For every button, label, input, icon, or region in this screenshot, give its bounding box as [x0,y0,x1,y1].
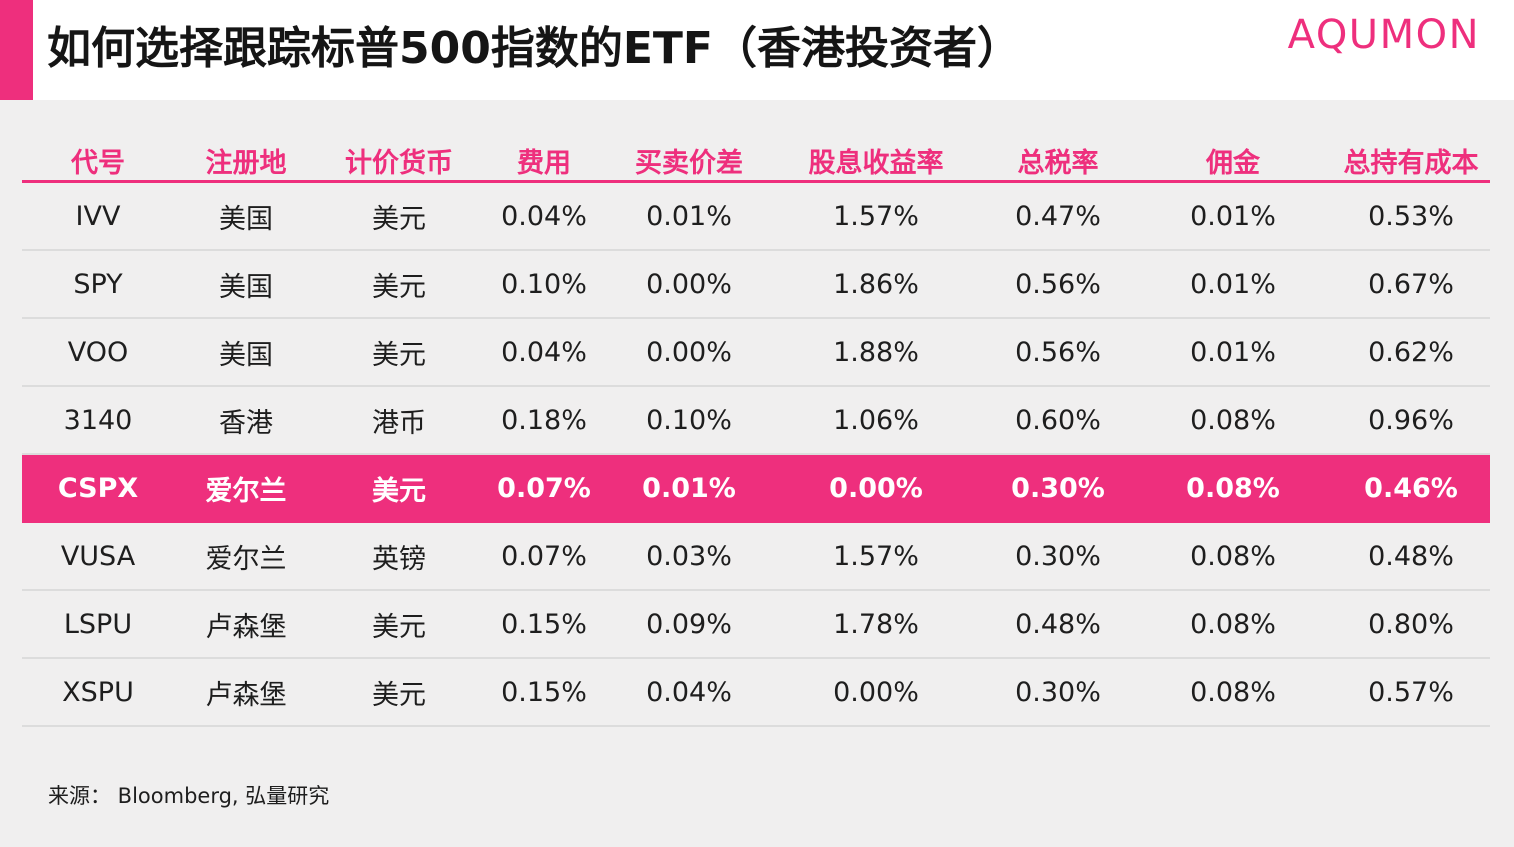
table-cell: 0.00% [770,454,982,523]
table-cell: 0.15% [480,658,608,727]
table-cell: 0.01% [608,181,770,251]
table-cell: 0.01% [608,454,770,523]
table-cell: 0.07% [480,454,608,523]
table-cell: 美国 [174,318,318,387]
column-header-currency: 计价货币 [345,147,453,179]
table-cell: 0.07% [480,522,608,591]
table-cell: 1.57% [770,181,982,251]
table-cell: 0.30% [982,658,1134,727]
table-cell: 0.04% [480,318,608,387]
table-row: VUSA 爱尔兰 英镑 0.07% 0.03% 1.57% 0.30% 0.08% 0.48% [22,522,1490,591]
column-header-total-tax: 总税率 [1017,147,1099,179]
table-cell: 0.80% [1332,590,1490,659]
table-cell: IVV [22,181,174,251]
table-cell: 港币 [318,386,480,455]
table-cell: 0.62% [1332,318,1490,387]
table-cell: 0.56% [982,250,1134,319]
table-cell: 0.08% [1134,454,1332,523]
table-cell: 1.06% [770,386,982,455]
table-row: SPY 美国 美元 0.10% 0.00% 1.86% 0.56% 0.01% 0.67% [22,250,1490,319]
table-cell: 美元 [318,181,480,251]
column-header-domicile: 注册地 [205,147,287,179]
table-cell: 1.78% [770,590,982,659]
table-row: VOO 美国 美元 0.04% 0.00% 1.88% 0.56% 0.01% 0.62% [22,318,1490,387]
etf-comparison-table: 代号 注册地 计价货币 费用 买卖价差 股息收益率 总税率 佣金 总持有成本 I… [22,140,1490,727]
table-cell: 0.56% [982,318,1134,387]
table-cell: 美元 [318,590,480,659]
table-cell: 0.04% [608,658,770,727]
page-title: 如何选择跟踪标普500指数的ETF（香港投资者） [47,23,1021,74]
table-cell: 0.00% [770,658,982,727]
table-row: LSPU 卢森堡 美元 0.15% 0.09% 1.78% 0.48% 0.08% 0.80% [22,590,1490,659]
table-body: IVV 美国 美元 0.04% 0.01% 1.57% 0.47% 0.01% 0.53% SPY… [22,181,1490,727]
table-cell: 3140 [22,386,174,455]
column-header-code: 代号 [71,147,125,179]
table-cell: 0.57% [1332,658,1490,727]
table-cell: 美国 [174,181,318,251]
table-cell: 卢森堡 [174,658,318,727]
table-cell: 0.08% [1134,658,1332,727]
table-cell: 1.57% [770,522,982,591]
table-cell: 0.10% [608,386,770,455]
source-note: 来源： Bloomberg, 弘量研究 [48,784,330,808]
table-row: 3140 香港 港币 0.18% 0.10% 1.06% 0.60% 0.08% 0.96% [22,386,1490,455]
table-row: CSPX 爱尔兰 美元 0.07% 0.01% 0.00% 0.30% 0.08% 0.46% [22,454,1490,523]
column-header-spread: 买卖价差 [635,147,743,179]
table-row: XSPU 卢森堡 美元 0.15% 0.04% 0.00% 0.30% 0.08% 0.57% [22,658,1490,727]
table-cell: 0.96% [1332,386,1490,455]
table-cell: 0.04% [480,181,608,251]
table-cell: VUSA [22,522,174,591]
table-cell: 0.47% [982,181,1134,251]
table-cell: 0.10% [480,250,608,319]
header: 如何选择跟踪标普500指数的ETF（香港投资者） AQUMON [0,0,1514,100]
table-cell: CSPX [22,454,174,523]
table-cell: 0.48% [982,590,1134,659]
table-cell: SPY [22,250,174,319]
table-cell: 1.88% [770,318,982,387]
table-cell: 英镑 [318,522,480,591]
table-cell: 0.30% [982,522,1134,591]
table-cell: 美元 [318,250,480,319]
table-cell: 香港 [174,386,318,455]
table-cell: 爱尔兰 [174,454,318,523]
table-header-row: 代号 注册地 计价货币 费用 买卖价差 股息收益率 总税率 佣金 总持有成本 [22,140,1490,182]
table-cell: 美元 [318,658,480,727]
table-cell: 0.60% [982,386,1134,455]
table-cell: 卢森堡 [174,590,318,659]
table-cell: LSPU [22,590,174,659]
column-header-fee: 费用 [517,147,571,179]
column-header-commission: 佣金 [1206,147,1260,179]
table-cell: XSPU [22,658,174,727]
table-cell: 0.67% [1332,250,1490,319]
brand-logo: AQUMON [1287,12,1480,58]
table-cell: 0.08% [1134,590,1332,659]
table-cell: 美国 [174,250,318,319]
column-header-total-cost: 总持有成本 [1343,147,1479,179]
table-cell: 美元 [318,318,480,387]
table-row: IVV 美国 美元 0.04% 0.01% 1.57% 0.47% 0.01% 0.53% [22,181,1490,251]
table-cell: 爱尔兰 [174,522,318,591]
table-cell: VOO [22,318,174,387]
table-cell: 0.08% [1134,522,1332,591]
table-cell: 0.53% [1332,181,1490,251]
table-cell: 0.03% [608,522,770,591]
table-cell: 1.86% [770,250,982,319]
table-cell: 0.46% [1332,454,1490,523]
table-cell: 0.18% [480,386,608,455]
table-cell: 0.30% [982,454,1134,523]
table-cell: 0.01% [1134,318,1332,387]
column-header-dividend-yield: 股息收益率 [808,147,944,179]
table-cell: 0.48% [1332,522,1490,591]
table-cell: 美元 [318,454,480,523]
table-cell: 0.00% [608,318,770,387]
table-cell: 0.01% [1134,181,1332,251]
table-cell: 0.00% [608,250,770,319]
table-cell: 0.09% [608,590,770,659]
table-cell: 0.01% [1134,250,1332,319]
table-cell: 0.15% [480,590,608,659]
table-cell: 0.08% [1134,386,1332,455]
title-accent-bar [0,0,33,100]
